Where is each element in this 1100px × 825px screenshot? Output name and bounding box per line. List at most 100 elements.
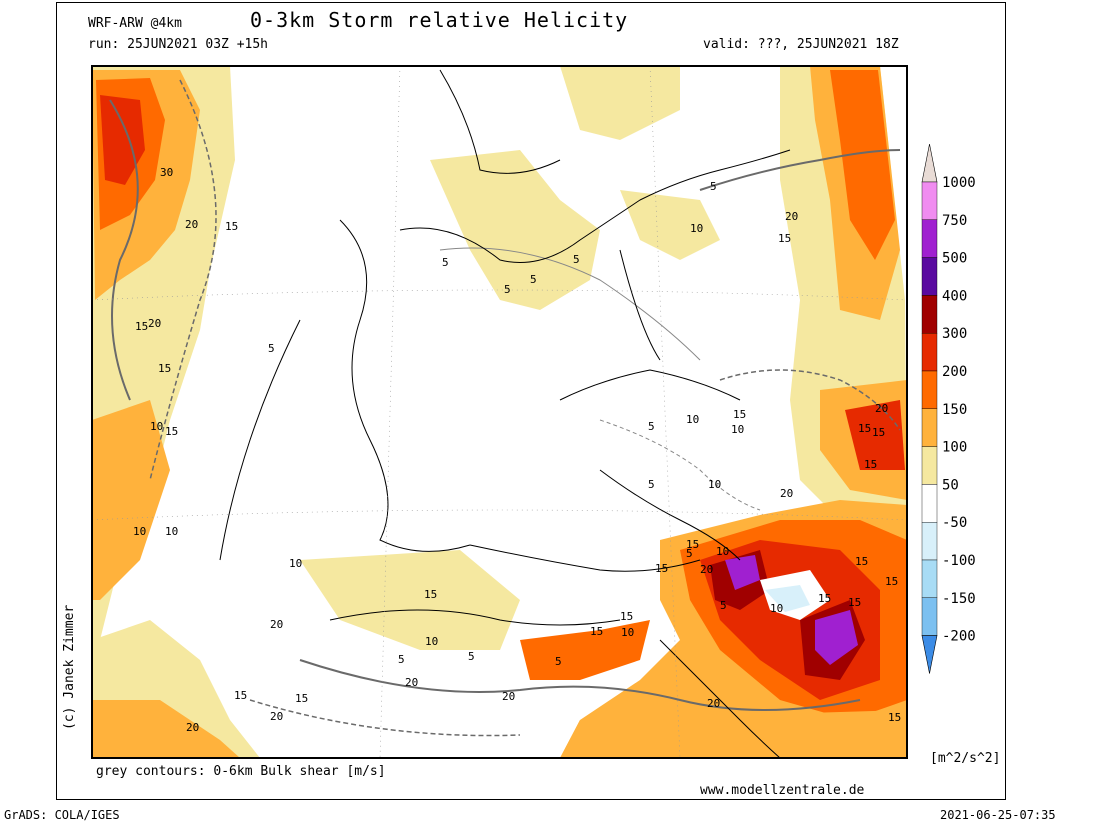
contour-label: 5 xyxy=(720,599,727,612)
colorbar-tick-label: 500 xyxy=(942,251,967,267)
contour-label: 15 xyxy=(158,362,171,375)
contour-label: 15 xyxy=(733,408,746,421)
contour-label: 15 xyxy=(686,538,699,551)
contour-label: 20 xyxy=(148,317,161,330)
colorbar-segment xyxy=(921,370,938,409)
colorbar-tick-label: 50 xyxy=(942,477,959,493)
copyright-label: (c) Janek Zimmer xyxy=(62,604,77,730)
grads-label: GrADS: COLA/IGES xyxy=(4,808,120,822)
contour-label: 30 xyxy=(160,166,173,179)
contour-label: 15 xyxy=(590,625,603,638)
contour-label: 15 xyxy=(295,692,308,705)
contour-label: 10 xyxy=(686,413,699,426)
contour-label: 15 xyxy=(620,610,633,623)
contour-label: 15 xyxy=(225,220,238,233)
chart-title: 0-3km Storm relative Helicity xyxy=(250,8,629,32)
plot-frame xyxy=(56,2,1006,800)
colorbar: 1000 750 500 400 300 200 150 100 50 -50 -100 -150 -2… xyxy=(921,143,976,674)
contour-label: 10 xyxy=(731,423,744,436)
colorbar-segment xyxy=(921,597,938,636)
contour-label: 5 xyxy=(648,478,655,491)
contour-label: 5 xyxy=(648,420,655,433)
contour-label: 5 xyxy=(555,655,562,668)
contour-label: 20 xyxy=(405,676,418,689)
contours-note: grey contours: 0-6km Bulk shear [m/s] xyxy=(96,764,386,779)
contour-label: 15 xyxy=(778,232,791,245)
contour-label: 5 xyxy=(573,253,580,266)
colorbar-segment xyxy=(921,408,938,447)
colorbar-tick-label: 1000 xyxy=(942,175,976,191)
contour-label: 10 xyxy=(425,635,438,648)
contour-label: 5 xyxy=(468,650,475,663)
contour-label: 10 xyxy=(690,222,703,235)
contour-label: 20 xyxy=(875,402,888,415)
contour-label: 15 xyxy=(234,689,247,702)
valid-label: valid: ???, 25JUN2021 18Z xyxy=(703,37,899,52)
contour-label: 15 xyxy=(888,711,901,724)
model-label: WRF-ARW @4km xyxy=(88,16,182,31)
contour-label: 20 xyxy=(502,690,515,703)
contour-label: 5 xyxy=(530,273,537,286)
colorbar-tick-label: 300 xyxy=(942,326,967,342)
contour-label: 15 xyxy=(818,592,831,605)
contour-label: 10 xyxy=(708,478,721,491)
contour-label: 15 xyxy=(848,596,861,609)
colorbar-tick-label: 750 xyxy=(942,213,967,229)
contour-label: 20 xyxy=(707,697,720,710)
contour-label: 15 xyxy=(855,555,868,568)
contour-label: 15 xyxy=(885,575,898,588)
colorbar-segment xyxy=(921,446,938,485)
colorbar-tick-label: -100 xyxy=(942,553,976,569)
contour-label: 20 xyxy=(185,218,198,231)
contour-label: 20 xyxy=(270,710,283,723)
colorbar-tick-label: -200 xyxy=(942,629,976,645)
contour-label: 20 xyxy=(186,721,199,734)
contour-label: 20 xyxy=(780,487,793,500)
contour-label: 15 xyxy=(424,588,437,601)
contour-label: 15 xyxy=(165,425,178,438)
contour-label: 5 xyxy=(686,547,693,560)
colorbar-tick-label: -150 xyxy=(942,591,976,607)
colorbar-segment xyxy=(921,181,938,220)
contour-label: 10 xyxy=(150,420,163,433)
contour-label: 15 xyxy=(135,320,148,333)
contour-label: 5 xyxy=(398,653,405,666)
colorbar-segment xyxy=(921,522,938,561)
run-label: run: 25JUN2021 03Z +15h xyxy=(88,37,269,52)
colorbar-tick-label: 200 xyxy=(942,364,967,380)
contour-label: 10 xyxy=(621,626,634,639)
colorbar-tick-label: 150 xyxy=(942,402,967,418)
contour-label: 15 xyxy=(655,562,668,575)
contour-label: 20 xyxy=(785,210,798,223)
contour-label: 5 xyxy=(710,180,717,193)
colorbar-segment xyxy=(921,257,938,296)
contour-label: 10 xyxy=(133,525,146,538)
contour-label: 20 xyxy=(700,563,713,576)
timestamp-label: 2021-06-25-07:35 xyxy=(940,808,1056,822)
contour-label: 10 xyxy=(770,602,783,615)
colorbar-segment xyxy=(921,295,938,334)
contour-label: 10 xyxy=(165,525,178,538)
colorbar-bottom-arrow xyxy=(921,635,938,674)
contour-label: 15 xyxy=(864,458,877,471)
colorbar-segment xyxy=(921,484,938,523)
contour-label: 20 xyxy=(270,618,283,631)
website-label: www.modellzentrale.de xyxy=(700,783,865,798)
colorbar-tick-label: 400 xyxy=(942,288,967,304)
contour-label: 5 xyxy=(442,256,449,269)
colorbar-segment xyxy=(921,333,938,372)
colorbar-unit: [m^2/s^2] xyxy=(930,751,1001,766)
contour-label: 10 xyxy=(716,545,729,558)
colorbar-segment xyxy=(921,559,938,598)
contour-label: 15 xyxy=(858,422,871,435)
colorbar-tick-label: -50 xyxy=(942,515,967,531)
colorbar-tick-label: 100 xyxy=(942,440,967,456)
contour-label: 5 xyxy=(504,283,511,296)
colorbar-segment xyxy=(921,219,938,258)
colorbar-top-arrow xyxy=(921,143,938,183)
contour-label: 15 xyxy=(872,426,885,439)
contour-label: 10 xyxy=(289,557,302,570)
contour-label: 5 xyxy=(268,342,275,355)
